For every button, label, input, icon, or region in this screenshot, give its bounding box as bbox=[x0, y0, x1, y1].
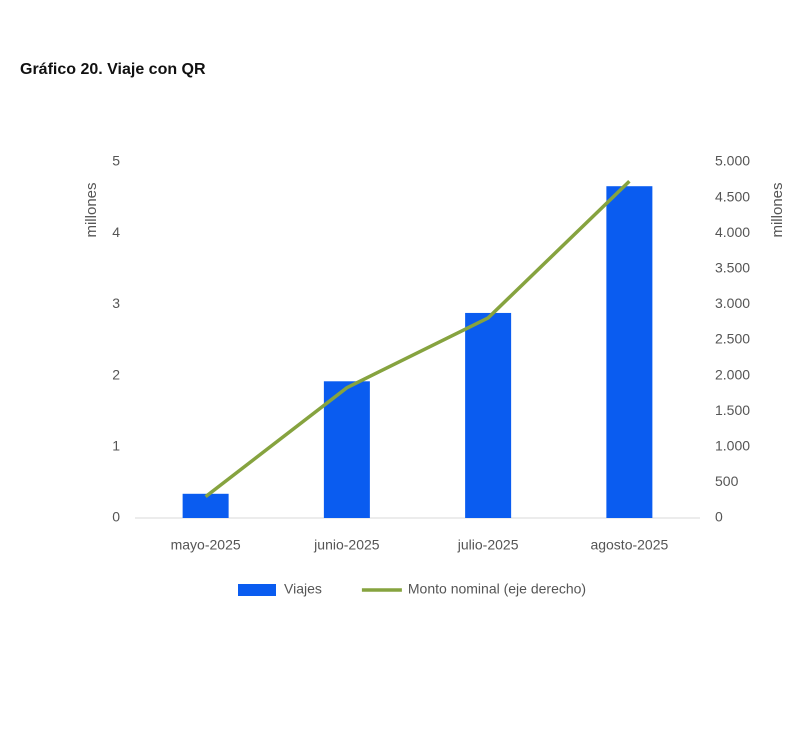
x-tick-label: agosto-2025 bbox=[590, 537, 668, 553]
y2-tick-label: 500 bbox=[715, 473, 739, 489]
y-tick-label: 2 bbox=[112, 366, 120, 382]
y2-tick-label: 1.000 bbox=[715, 438, 750, 454]
y2-tick-label: 4.000 bbox=[715, 224, 750, 240]
legend-label: Monto nominal (eje derecho) bbox=[408, 581, 586, 597]
y-tick-label: 5 bbox=[112, 153, 120, 169]
bar bbox=[606, 186, 653, 518]
x-tick-label: julio-2025 bbox=[457, 537, 519, 553]
y2-tick-label: 2.500 bbox=[715, 331, 750, 347]
line bbox=[204, 179, 631, 499]
y2-tick-label: 4.500 bbox=[715, 188, 750, 204]
legend-swatch bbox=[238, 584, 276, 596]
y-tick-label: 0 bbox=[112, 509, 120, 525]
x-tick-label: mayo-2025 bbox=[171, 537, 241, 553]
bar bbox=[465, 312, 512, 518]
y-tick-label: 3 bbox=[112, 295, 120, 311]
chart-title: Gráfico 20. Viaje con QR bbox=[20, 61, 206, 78]
y-tick-label: 1 bbox=[112, 438, 120, 454]
legend-label: Viajes bbox=[284, 581, 322, 597]
y2-tick-label: 3.500 bbox=[715, 260, 750, 276]
bar bbox=[323, 381, 370, 518]
y2-axis-label: millones bbox=[769, 182, 786, 237]
y2-tick-label: 5.000 bbox=[715, 153, 750, 169]
y-tick-label: 4 bbox=[112, 224, 120, 240]
y2-tick-label: 1.500 bbox=[715, 402, 750, 418]
y2-tick-label: 2.000 bbox=[715, 366, 750, 382]
y2-tick-label: 3.000 bbox=[715, 295, 750, 311]
y2-tick-label: 0 bbox=[715, 509, 723, 525]
x-tick-label: junio-2025 bbox=[313, 537, 380, 553]
bar bbox=[182, 493, 229, 518]
y-axis-label: millones bbox=[83, 182, 100, 237]
